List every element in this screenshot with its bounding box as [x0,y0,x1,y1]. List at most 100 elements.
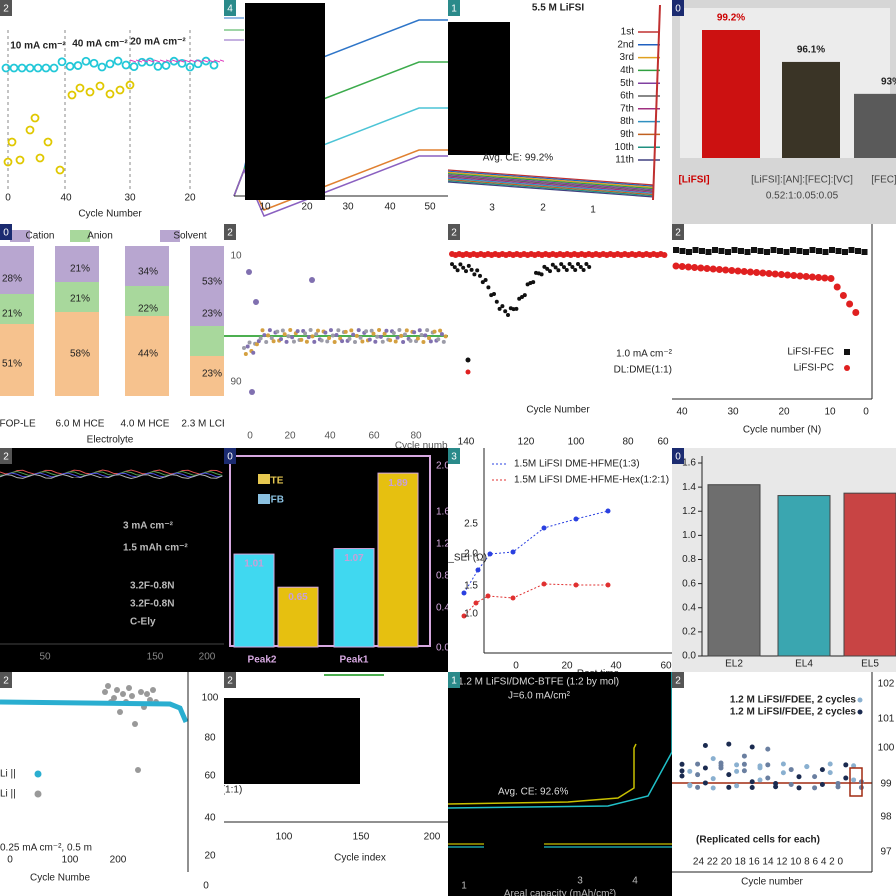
point [679,761,685,767]
point [251,350,256,355]
point [356,328,361,333]
point [738,248,744,254]
label: 3 mA cm⁻² [123,521,174,532]
marker [177,58,187,68]
point [697,264,705,272]
label: 1st [621,27,635,38]
x-tick-label: EL2 [725,659,743,670]
marker [43,137,53,147]
label: 1.5 mAh cm⁻² [123,543,188,554]
label: 100 [276,832,293,843]
marker [41,63,51,73]
label: 0.8 [436,571,450,582]
trace [141,59,149,63]
curve [233,155,448,217]
point [562,265,566,270]
point [299,337,304,342]
label: [LiFSI] [678,175,709,186]
label: [FEC] [871,175,896,186]
point [323,330,328,335]
marker [33,63,43,73]
block [60,478,124,668]
point [578,265,583,270]
point [803,249,809,255]
point [548,269,552,274]
point [605,508,611,514]
point [306,335,311,340]
point [822,249,829,255]
point [843,775,849,781]
label: 20 [561,661,573,672]
point [812,774,818,780]
badge-label: 1 [451,676,457,687]
point [796,774,802,780]
point [349,328,354,333]
tile: LiFSI-FEC LiFSI-PC 40 30 20 10 0 Cycle number (… [672,224,896,448]
label: 21% [2,309,22,320]
marker [17,63,27,73]
label: 50 [39,652,51,663]
point [718,248,725,254]
point [428,339,433,344]
label: 90 [230,377,242,388]
point [347,336,352,341]
badge [448,224,460,240]
point [709,265,717,273]
label: 1.6 [436,507,450,518]
point [819,782,825,788]
marker [105,89,115,99]
curve [448,181,655,198]
point [120,691,126,697]
point [695,784,701,790]
tile-background [0,0,224,224]
marker [73,61,83,70]
block [190,356,224,396]
tile: 0.0 0.2 0.4 0.6 0.8 1.0 1.2 1.4 1.6 EL2 EL4 EL5 0 [672,448,896,672]
label: 0 [5,193,11,204]
point [284,339,289,344]
marker [3,157,13,167]
label: 0.0 [436,643,450,654]
point [461,613,467,619]
bar [782,61,840,158]
point [749,744,755,750]
label: 2.0 [436,461,450,472]
point [267,328,272,333]
label: 60 [657,437,669,448]
value-label: 1.89 [388,478,408,489]
badge [224,224,236,240]
label: 30 [727,407,739,418]
badge [224,0,236,16]
point [661,252,668,258]
point [260,328,265,333]
point [485,593,491,599]
label: 20 [301,202,313,213]
badge-label: 3 [451,452,457,463]
point [573,582,579,588]
point [371,331,376,336]
point [702,765,708,771]
label: 2.3 M LCE [181,419,229,430]
label: 40 [324,431,336,442]
point [327,335,332,340]
point [427,336,431,341]
label: Cycle number [741,877,803,888]
point [722,266,730,274]
point [105,683,111,689]
point [684,263,692,271]
point [812,785,818,791]
point [314,332,319,337]
point [438,328,443,333]
label: Cycle numbe [395,441,454,452]
point [784,271,792,279]
point [710,785,716,791]
tile: 10 20 30 40 50 4 [224,0,448,224]
tile: 10 mA cm⁻² 40 mA cm⁻² 20 mA cm⁻² 0 40 30 20 Cyc… [0,0,224,224]
point [288,328,293,333]
point [455,268,460,273]
point [377,328,382,333]
label: 97 [880,847,892,858]
badge-label: 0 [3,228,9,239]
point [135,767,141,773]
